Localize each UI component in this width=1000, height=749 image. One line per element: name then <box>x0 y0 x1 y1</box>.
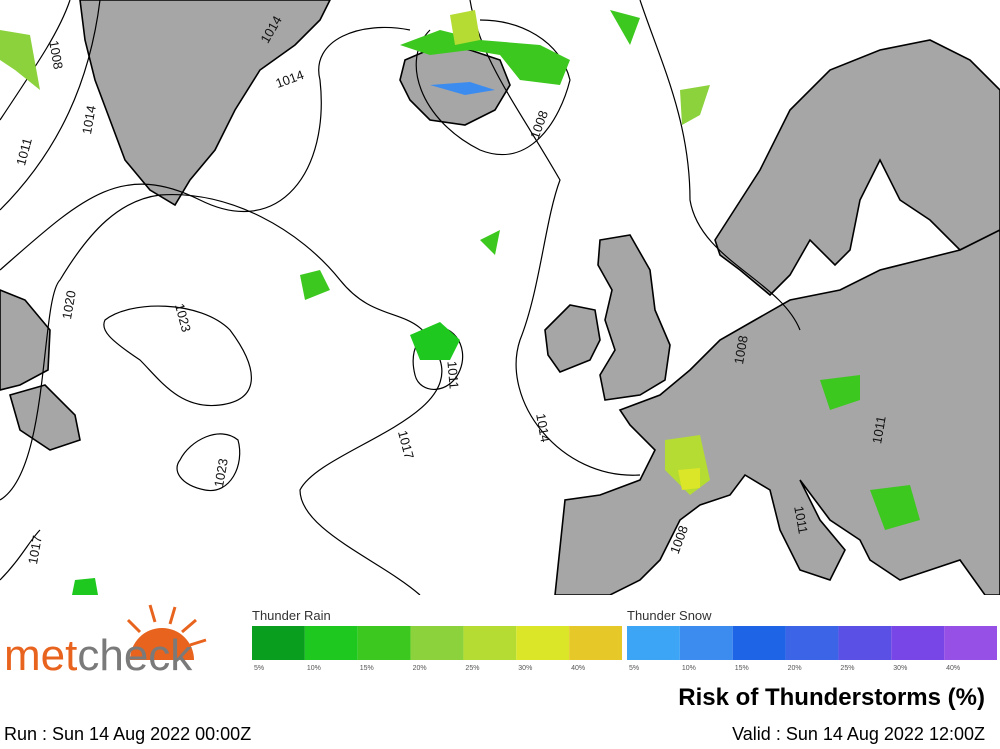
rain-area <box>680 85 710 125</box>
legend-swatch <box>785 626 839 660</box>
isobar <box>0 193 443 596</box>
legend-label: 5% <box>629 665 639 672</box>
newfoundland <box>9 384 81 451</box>
snow-area <box>430 82 495 95</box>
legend-label: 15% <box>735 665 749 672</box>
legend-swatch <box>944 626 997 660</box>
sun <box>130 628 194 660</box>
isobar <box>0 26 411 271</box>
legend-swatch <box>891 626 945 660</box>
legend-swatch <box>732 626 786 660</box>
legend-swatch <box>252 626 305 660</box>
logo-check: check <box>77 631 193 680</box>
rain-area <box>870 485 920 530</box>
rain-area <box>678 468 700 490</box>
legend-label: 40% <box>571 665 585 672</box>
logo-met: met <box>4 631 77 680</box>
legend-swatch <box>569 626 622 660</box>
land <box>0 0 1000 596</box>
legend-label: 10% <box>682 665 696 672</box>
isobar <box>469 0 641 476</box>
rain-area <box>610 10 640 45</box>
legend-swatch <box>410 626 464 660</box>
scandinavia <box>714 39 1000 297</box>
rain-area <box>400 30 570 85</box>
rain-area <box>480 230 500 255</box>
rain-area <box>410 322 460 360</box>
rain-area <box>820 375 860 410</box>
legend-label: 20% <box>788 665 802 672</box>
thunder-areas <box>0 10 920 595</box>
isobar-label: 1011 <box>791 505 811 535</box>
ireland <box>544 304 601 373</box>
isobar <box>0 0 101 211</box>
legend-label: 20% <box>413 665 427 672</box>
isobars <box>0 0 801 596</box>
isobar <box>0 0 71 121</box>
isobar-label: 1014 <box>79 104 99 135</box>
legend-label: 30% <box>893 665 907 672</box>
isobar-label: 1011 <box>869 415 889 445</box>
rain-area <box>0 30 40 90</box>
run-time: Run : Sun 14 Aug 2022 00:00Z <box>4 724 251 744</box>
isobar-label: 1023 <box>211 457 231 488</box>
legend-swatch <box>304 626 358 660</box>
isobar-label: 1017 <box>395 429 417 461</box>
logo: metcheck <box>4 604 207 680</box>
legend-swatch <box>357 626 411 660</box>
isobar <box>103 305 252 407</box>
legend-label: 25% <box>465 665 479 672</box>
sun-rays <box>126 604 207 647</box>
legend-label: 15% <box>360 665 374 672</box>
map-title: Risk of Thunderstorms (%) <box>678 684 985 711</box>
isobar <box>415 19 571 156</box>
isobar-label: 1020 <box>59 289 79 320</box>
rain-area <box>300 270 330 300</box>
isobar-label: 1008 <box>731 334 751 365</box>
legend-swatch <box>516 626 570 660</box>
legend-label: 10% <box>307 665 321 672</box>
legend-title: Thunder Rain <box>252 608 331 623</box>
legend-swatch <box>463 626 517 660</box>
logo-text: metcheck <box>4 631 193 680</box>
footer: metcheck Thunder Rain Thunder Snow 5% 10%… <box>0 595 1000 749</box>
valid-time: Valid : Sun 14 Aug 2022 12:00Z <box>732 724 985 744</box>
isobar-label: 1011 <box>13 136 35 167</box>
legend-swatch <box>679 626 733 660</box>
legend-label: 5% <box>254 665 264 672</box>
isobar <box>412 327 464 390</box>
legend-swatch <box>627 626 680 660</box>
canada <box>0 289 51 391</box>
isobar <box>0 529 41 581</box>
legend: 5% 10% 15% 20% 25% 30% 40% 5% 10% 15% 20% 25% 30% 40% <box>252 626 997 672</box>
legend-label: 25% <box>840 665 854 672</box>
footer-bg <box>0 595 1000 749</box>
isobar-label: 1014 <box>533 412 553 443</box>
isobar-label: 1011 <box>444 360 461 389</box>
rain-area <box>450 10 480 45</box>
legend-title: Thunder Snow <box>627 608 712 623</box>
isobar-label: 1023 <box>172 302 194 334</box>
rain-area <box>72 578 98 595</box>
legend-label: 30% <box>518 665 532 672</box>
britain <box>597 234 671 401</box>
legend-swatch <box>838 626 892 660</box>
isobar <box>176 433 241 492</box>
isobar <box>639 0 801 331</box>
greenland <box>79 0 331 207</box>
isobar-label: 1008 <box>46 39 66 70</box>
isobar-label: 1017 <box>25 534 45 565</box>
legend-label: 40% <box>946 665 960 672</box>
